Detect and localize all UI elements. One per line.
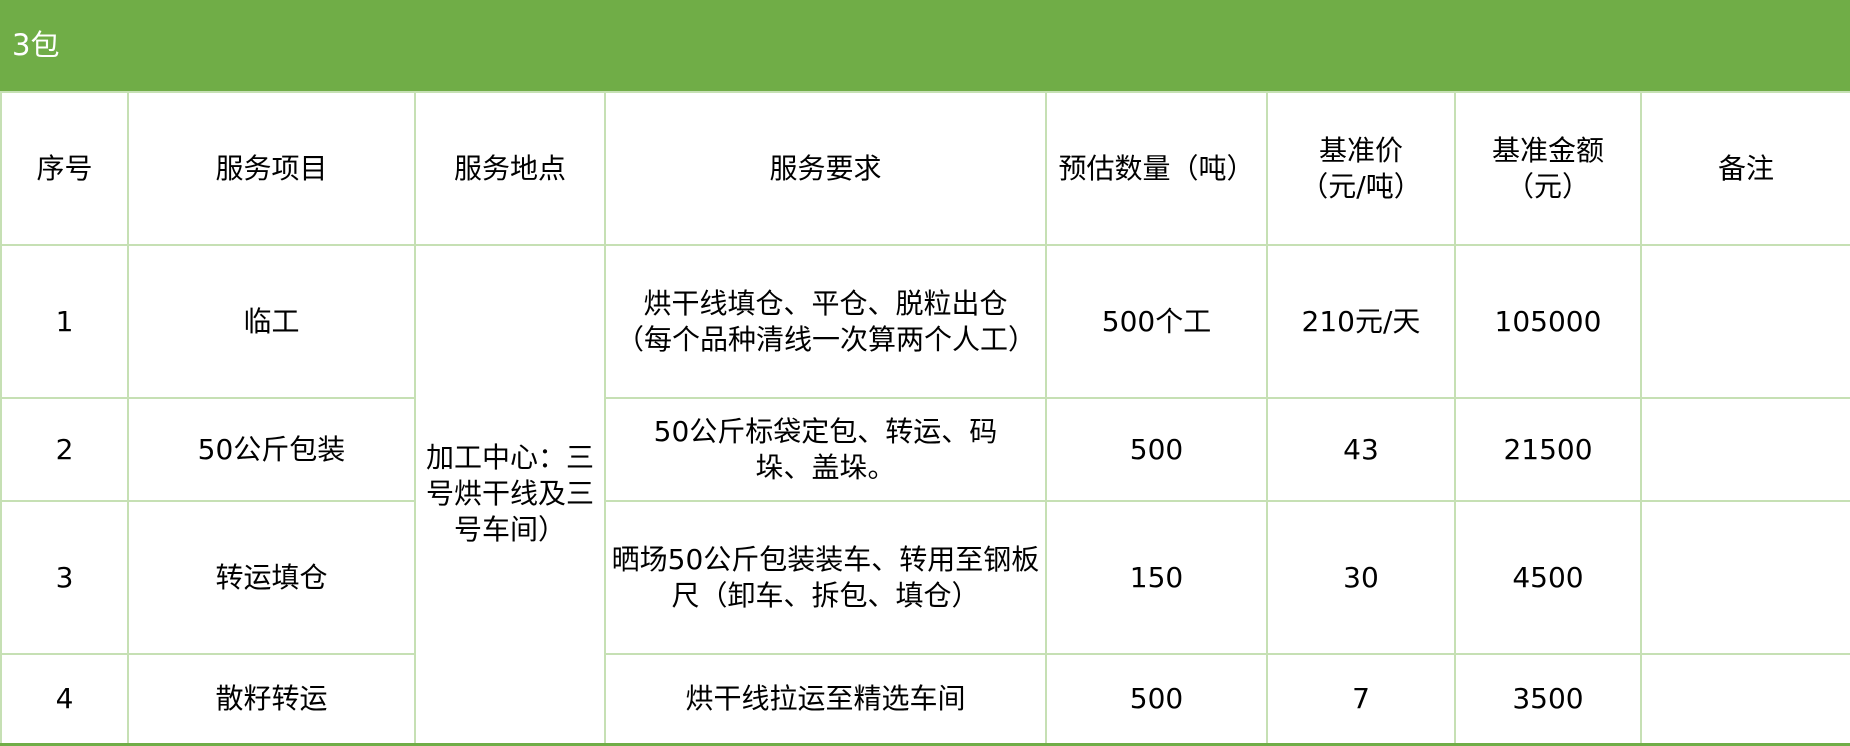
cell-note — [1640, 653, 1850, 745]
header-cell: 服务地点 — [414, 91, 606, 246]
cell-note — [1640, 244, 1850, 399]
cell-req: 50公斤标袋定包、转运、码垛、盖垛。 — [604, 397, 1047, 502]
cell-price: 210元/天 — [1266, 244, 1456, 399]
table-row: 1 临工 加工中心：三号烘干线及三号车间） 烘干线填仓、平仓、脱粒出仓（每个品种… — [0, 244, 1850, 745]
cell-no: 3 — [0, 500, 129, 655]
section-title: 3包 — [0, 0, 1850, 91]
cell-item: 转运填仓 — [127, 500, 416, 655]
header-cell: 服务项目 — [127, 91, 416, 246]
cell-note — [1640, 500, 1850, 655]
cell-price: 43 — [1266, 397, 1456, 502]
cell-req: 晒场50公斤包装装车、转用至钢板尺（卸车、拆包、填仓） — [604, 500, 1047, 655]
header-cell: 预估数量（吨） — [1045, 91, 1268, 246]
cell-price: 30 — [1266, 500, 1456, 655]
cell-no: 4 — [0, 653, 129, 745]
cell-item: 50公斤包装 — [127, 397, 416, 502]
cell-req: 烘干线填仓、平仓、脱粒出仓（每个品种清线一次算两个人工） — [604, 244, 1047, 399]
header-cell: 基准金额（元） — [1454, 91, 1642, 246]
header-cell: 备注 — [1640, 91, 1850, 246]
table-row: 4 散籽转运 烘干线拉运至精选车间 500 7 3500 — [0, 653, 1850, 745]
header-row: 序号 服务项目 服务地点 服务要求 预估数量（吨） 基准价（元/吨） 基准金额（… — [0, 91, 1850, 246]
header-cell: 序号 — [0, 91, 129, 246]
cell-location: 加工中心：三号烘干线及三号车间） — [414, 244, 606, 745]
cell-note — [1640, 397, 1850, 502]
cell-amount: 105000 — [1454, 244, 1642, 399]
header-cell: 基准价（元/吨） — [1266, 91, 1456, 246]
cell-qty: 150 — [1045, 500, 1268, 655]
table-row: 2 50公斤包装 50公斤标袋定包、转运、码垛、盖垛。 500 43 21500 — [0, 397, 1850, 502]
cell-item: 临工 — [127, 244, 416, 399]
cell-no: 2 — [0, 397, 129, 502]
cell-qty: 500 — [1045, 653, 1268, 745]
cell-price: 7 — [1266, 653, 1456, 745]
cell-item: 散籽转运 — [127, 653, 416, 745]
cell-qty: 500个工 — [1045, 244, 1268, 399]
cell-no: 1 — [0, 244, 129, 399]
cell-qty: 500 — [1045, 397, 1268, 502]
cell-amount: 3500 — [1454, 653, 1642, 745]
cell-amount: 21500 — [1454, 397, 1642, 502]
cell-req: 烘干线拉运至精选车间 — [604, 653, 1047, 745]
cell-amount: 4500 — [1454, 500, 1642, 655]
service-table: 序号 服务项目 服务地点 服务要求 预估数量（吨） 基准价（元/吨） 基准金额（… — [0, 91, 1850, 746]
table-row: 3 转运填仓 晒场50公斤包装装车、转用至钢板尺（卸车、拆包、填仓） 150 3… — [0, 500, 1850, 655]
header-cell: 服务要求 — [604, 91, 1047, 246]
